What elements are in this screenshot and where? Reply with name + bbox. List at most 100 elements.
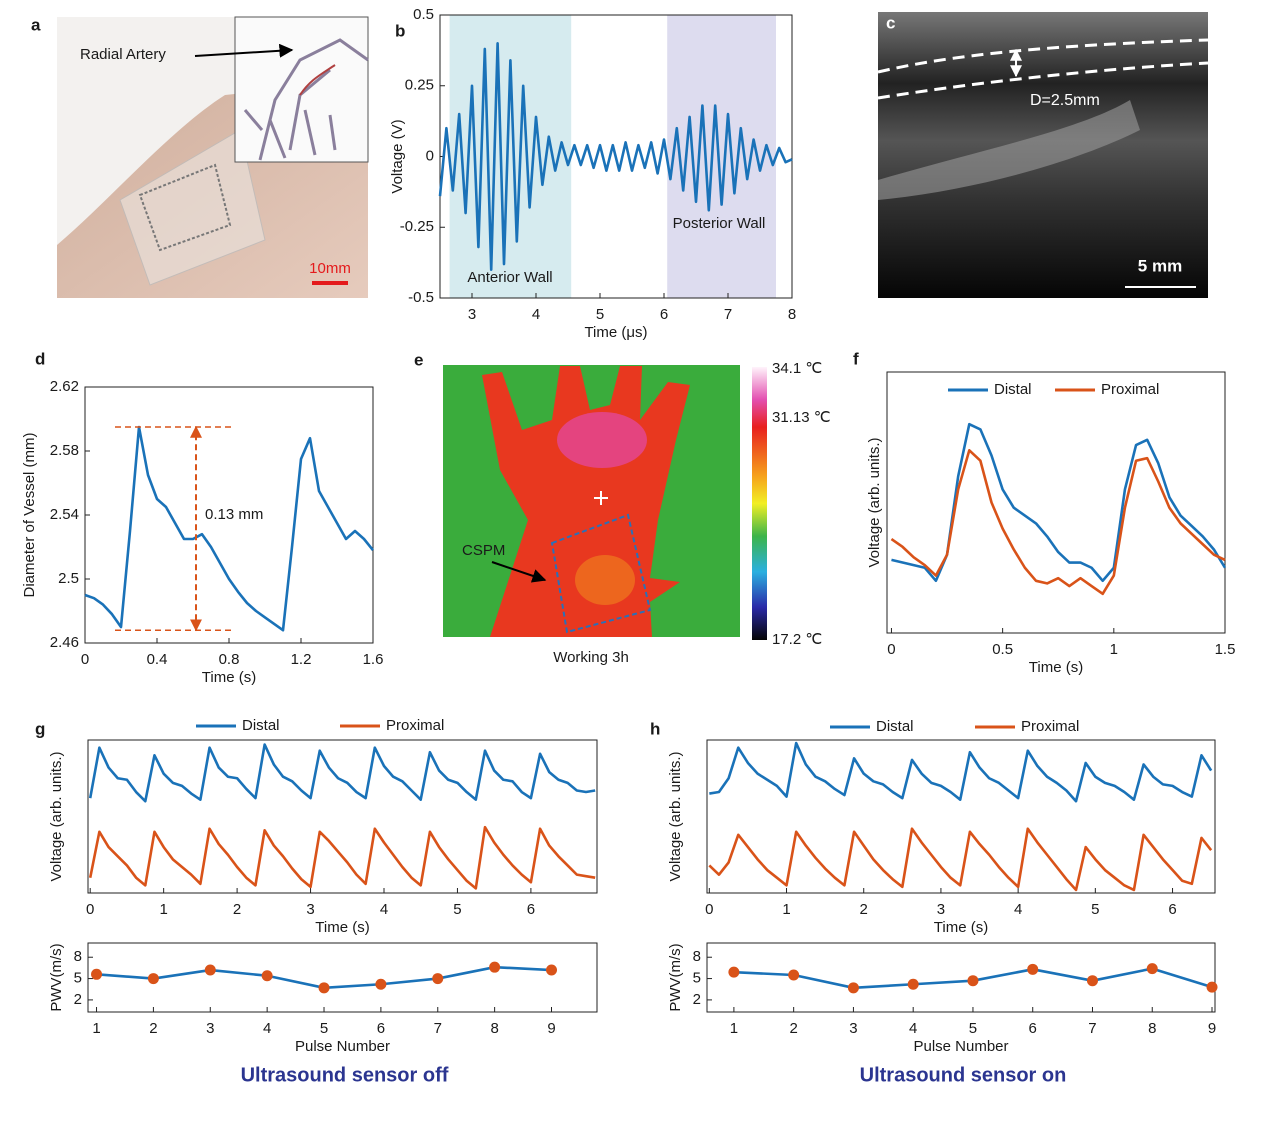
x-tick-label: 0 [86,901,94,918]
hot-spot [557,412,647,468]
plot-frame [87,739,598,894]
x-tick-label: 0.8 [219,651,240,668]
x-tick-label: 9 [1208,1020,1216,1037]
x-tick-label: 3 [306,901,314,918]
data-point [1027,963,1039,975]
x-axis-label: Time (s) [1029,659,1083,676]
x-tick-label: 5 [1091,901,1099,918]
x-tick-label: 1 [92,1020,100,1037]
annotation: 0.13 mm [205,506,263,523]
x-tick-label: 6 [377,1020,385,1037]
x-tick-label: 8 [490,1020,498,1037]
x-tick-label: 4 [909,1020,917,1037]
photo-label: Radial Artery [80,46,166,63]
data-point [147,973,159,985]
data-point [432,973,444,985]
y-tick-label: 2.5 [58,570,79,587]
y-tick-label: 0.25 [405,77,434,94]
sensor-array [138,163,232,252]
x-axis-label: Time (s) [315,919,369,936]
x-tick-label: 1 [1110,641,1118,658]
x-tick-label: 1 [782,901,790,918]
x-tick-label: 4 [380,901,388,918]
data-point [546,964,558,976]
y-tick-label: 0 [426,147,434,164]
data-point [907,978,919,990]
legend-label: Distal [876,718,914,735]
x-tick-label: 0 [887,641,895,658]
panel-letter: d [35,349,45,368]
x-axis-label: Pulse Number [295,1038,390,1055]
device-label: CSPM [462,542,505,559]
y-axis-label: Diameter of Vessel (mm) [21,432,38,597]
artery-sketch [299,64,336,96]
y-tick-label: 2.46 [50,634,79,651]
colorbar-label: 34.1 ℃ [772,360,822,377]
series-line [891,422,1227,583]
colorbar [752,367,767,640]
data-point [375,978,387,990]
x-tick-label: 3 [206,1020,214,1037]
shaded-region [667,15,776,298]
scale-label: 10mm [309,260,351,277]
x-tick-label: 1.5 [1215,641,1236,658]
x-tick-label: 8 [788,306,796,323]
x-axis-label: Time (s) [202,669,256,686]
y-tick-label: 8 [74,948,82,965]
x-tick-label: 7 [1088,1020,1096,1037]
x-tick-label: 8 [1148,1020,1156,1037]
legend-label: Distal [994,381,1032,398]
x-tick-label: 2 [233,901,241,918]
x-tick-label: 0 [81,651,89,668]
x-axis-label: Time (s) [934,919,988,936]
caption: Ultrasound sensor on [860,1064,1067,1086]
image-caption: Working 3h [553,649,629,666]
y-tick-label: 2.54 [50,506,79,523]
panel-letter: f [853,349,859,368]
y-tick-label: 2 [693,991,701,1008]
x-tick-label: 3 [849,1020,857,1037]
series-line [88,743,596,803]
y-axis-label: PWV(m/s) [48,943,65,1011]
plot-frame [706,739,1216,894]
panel-letter: c [886,13,895,32]
panel-letter: b [395,21,405,40]
pointer-arrow [194,43,294,58]
x-tick-label: 4 [532,306,540,323]
pointer-arrow [491,561,547,583]
series-line [708,827,1213,892]
series-line [438,42,793,271]
x-tick-label: 6 [660,306,668,323]
legend-label: Distal [242,717,280,734]
x-tick-label: 1.2 [291,651,312,668]
inset [234,16,369,163]
data-point [91,968,103,980]
y-axis-label: Voltage (arb. units.) [48,751,65,881]
x-tick-label: 7 [434,1020,442,1037]
x-tick-label: 5 [453,901,461,918]
y-tick-label: 8 [693,948,701,965]
x-tick-label: 0.5 [992,641,1013,658]
x-tick-label: 5 [969,1020,977,1037]
x-tick-label: 1.6 [363,651,384,668]
x-tick-label: 3 [937,901,945,918]
data-point [1206,981,1218,993]
x-axis-label: Pulse Number [913,1038,1008,1055]
x-tick-label: 3 [468,306,476,323]
tissue-band [878,100,1140,200]
plot-frame [886,371,1226,634]
y-tick-label: 2 [74,991,82,1008]
data-point [967,975,979,987]
data-point [489,961,501,973]
x-axis-label: Time (μs) [584,324,647,341]
y-tick-label: 2.62 [50,378,79,395]
colorbar-label: 31.13 ℃ [772,409,831,426]
x-tick-label: 5 [320,1020,328,1037]
colorbar-label: 17.2 ℃ [772,631,822,648]
crosshair [594,491,608,505]
data-point [204,964,216,976]
x-tick-label: 0 [705,901,713,918]
x-tick-label: 4 [1014,901,1022,918]
data-point [847,982,859,994]
